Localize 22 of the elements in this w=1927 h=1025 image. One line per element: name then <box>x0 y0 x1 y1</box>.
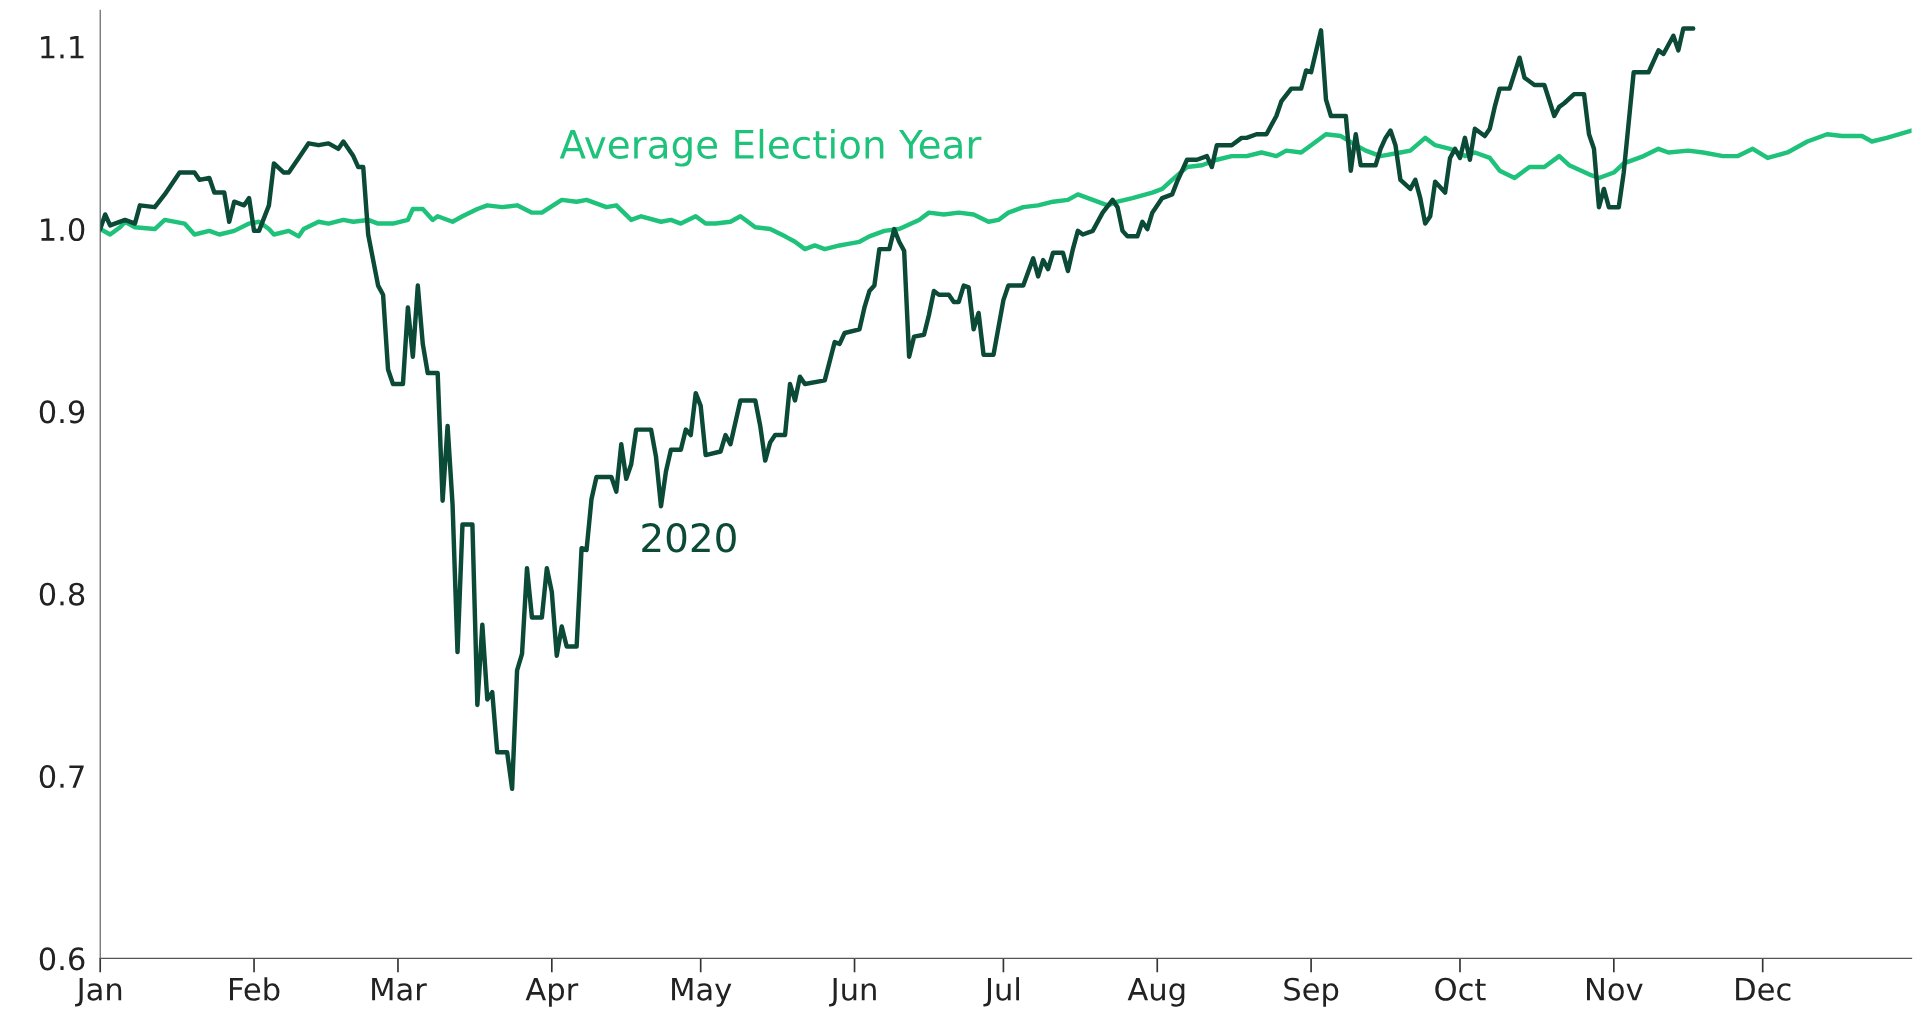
x-tick-label: May <box>672 978 732 1007</box>
line-series <box>100 128 1912 252</box>
x-tick-label: Nov <box>1587 978 1643 1001</box>
x-tick-label: Apr <box>525 978 579 1007</box>
y-tick-label: 0.7 <box>39 764 84 789</box>
x-tick-label: Jul <box>983 977 1019 1007</box>
series-label: Average Election Year <box>559 128 982 167</box>
x-tick-label: Dec <box>1736 978 1791 1001</box>
y-tick-label: 1.1 <box>41 36 84 59</box>
y-tick-label: 0.8 <box>39 582 85 606</box>
x-tick-label: Aug <box>1127 978 1185 1007</box>
y-tick-label: 1.0 <box>41 217 85 242</box>
y-tick-label: 0.6 <box>39 947 85 971</box>
series-label: 2020 <box>642 523 736 553</box>
x-tick-label: Jun <box>829 978 876 1007</box>
line-series <box>100 26 1696 792</box>
x-tick-label: Sep <box>1284 977 1339 1007</box>
x-tick-label: Feb <box>230 977 280 1001</box>
x-tick-label: Jan <box>75 978 122 1007</box>
x-tick-label: Oct <box>1435 977 1486 1001</box>
x-tick-label: Mar <box>372 978 427 1001</box>
y-tick-label: 0.9 <box>39 400 85 424</box>
